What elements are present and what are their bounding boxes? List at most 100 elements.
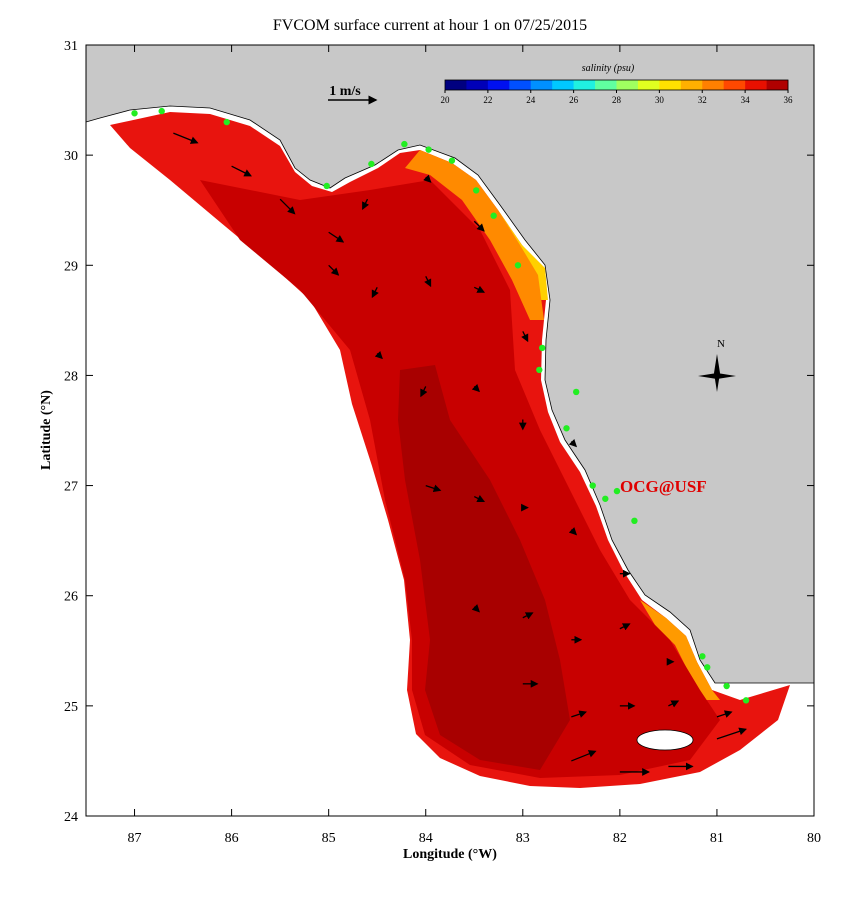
colorbar-bin [530, 80, 553, 90]
y-tick-label: 30 [64, 149, 78, 164]
colorbar-bin [766, 80, 789, 90]
current-vector [473, 494, 486, 502]
station [368, 160, 375, 168]
current-vector [668, 700, 680, 708]
annotation: OCG@USF [620, 477, 707, 496]
station [514, 262, 522, 269]
colorbar-bin [616, 80, 639, 90]
compass: N [698, 338, 736, 392]
colorbar-tick-label: 28 [612, 95, 622, 105]
colorbar-bin [637, 80, 660, 90]
compass-label: N [717, 338, 725, 350]
station [699, 653, 706, 660]
colorbar-bin [595, 80, 617, 90]
colorbar-bin [552, 80, 574, 90]
y-tick-label: 31 [64, 39, 78, 54]
colorbar-tick-label: 22 [483, 95, 492, 105]
current-vector [521, 331, 529, 343]
current-vector [571, 710, 587, 718]
current-vector [173, 132, 199, 144]
current-vector [423, 174, 432, 183]
current-vector [571, 750, 597, 762]
colorbar-bin [702, 80, 724, 90]
colorbar-tick-label: 30 [655, 95, 665, 105]
colorbar-bin [723, 80, 746, 90]
colorbar-bin [509, 80, 532, 90]
colorbar-tick-label: 20 [441, 95, 451, 105]
station [572, 388, 580, 396]
coastal-band [640, 600, 720, 700]
current-vector [420, 386, 428, 398]
compass-needle [698, 373, 736, 379]
current-vector [473, 220, 485, 232]
station [131, 110, 138, 117]
station [425, 146, 432, 153]
colorbar-label: salinity (psu) [582, 63, 635, 74]
station [401, 140, 408, 148]
station [490, 212, 497, 219]
colorbar-tick-label: 36 [784, 95, 794, 105]
current-vector [328, 264, 340, 276]
x-tick-label: 85 [322, 831, 336, 846]
station [536, 366, 543, 374]
station [223, 118, 230, 126]
current-vector [716, 710, 733, 718]
current-vector [371, 287, 379, 299]
current-vector [716, 727, 747, 740]
colorbar-tick-label: 32 [698, 95, 707, 105]
current-vector [425, 484, 442, 493]
station [448, 157, 456, 164]
y-tick-label: 25 [64, 700, 78, 715]
y-tick-label: 27 [64, 480, 78, 495]
station [563, 425, 570, 432]
colorbar-bin [466, 80, 489, 90]
core-water [398, 365, 570, 770]
current-vector [471, 604, 480, 613]
current-vector [522, 612, 534, 620]
station [473, 187, 480, 194]
y-axis-label: Latitude (°N) [39, 390, 54, 470]
station [704, 664, 711, 671]
colorbar-bin [680, 80, 703, 90]
current-vector [473, 285, 486, 293]
colorbar-tick-label: 24 [526, 95, 536, 105]
x-tick-label: 80 [807, 831, 821, 846]
x-tick-label: 84 [419, 831, 433, 846]
current-vector [568, 527, 578, 536]
station [613, 487, 621, 495]
chart-title: FVCOM surface current at hour 1 on 07/25… [273, 17, 587, 34]
colorbar-bin [573, 80, 596, 90]
current-vector [619, 623, 631, 631]
x-tick-label: 87 [128, 831, 142, 846]
y-tick-label: 24 [64, 810, 78, 825]
colorbar-bin [659, 80, 682, 90]
plot-frame [85, 44, 815, 817]
colorbar-bin [487, 80, 510, 90]
y-tick-label: 29 [64, 259, 78, 274]
x-tick-label: 82 [613, 831, 627, 846]
station [589, 482, 596, 489]
colorbar-bin [445, 80, 467, 90]
y-tick-label: 26 [64, 590, 78, 605]
island [636, 729, 694, 751]
station [723, 682, 730, 690]
station [631, 517, 638, 525]
station [742, 697, 750, 704]
colorbar-tick-label: 26 [569, 95, 579, 105]
station [158, 107, 165, 115]
current-vector [362, 198, 370, 210]
y-tick-label: 28 [64, 369, 78, 384]
coastal-band [405, 150, 544, 320]
colorbar-tick-label: 34 [741, 95, 751, 105]
x-tick-label: 83 [516, 831, 530, 846]
current-vector [471, 383, 480, 393]
x-tick-label: 81 [710, 831, 724, 846]
current-vector [328, 231, 345, 243]
current-vector [231, 165, 252, 177]
land [85, 44, 815, 684]
station [539, 344, 546, 352]
station [323, 182, 330, 190]
current-vector [279, 198, 296, 215]
